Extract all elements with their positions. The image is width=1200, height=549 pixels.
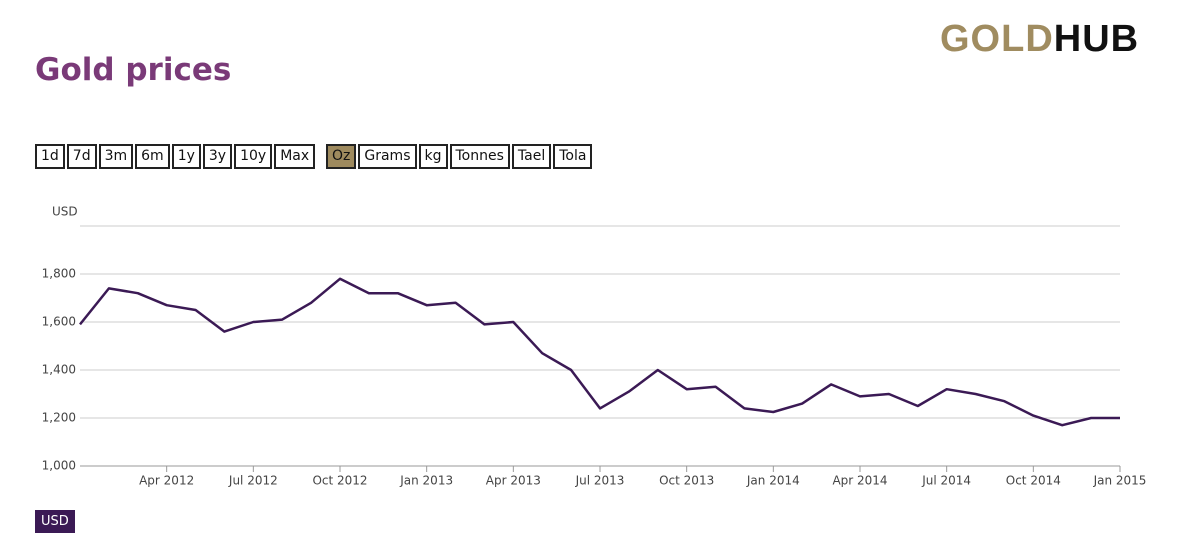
toggle-button[interactable]: 10y bbox=[234, 144, 273, 169]
x-tick-label: Oct 2012 bbox=[312, 474, 367, 488]
page-title: Gold prices bbox=[35, 52, 232, 88]
x-tick-label: Apr 2012 bbox=[139, 474, 194, 488]
x-tick-label: Apr 2013 bbox=[486, 474, 541, 488]
x-tick-label: Jan 2014 bbox=[746, 474, 800, 488]
toggle-button[interactable]: 1d bbox=[35, 144, 65, 169]
currency-badge[interactable]: USD bbox=[35, 510, 75, 533]
y-axis-label: USD bbox=[52, 205, 78, 219]
toggle-button[interactable]: 3y bbox=[202, 144, 233, 169]
x-tick-label: Jul 2012 bbox=[228, 474, 278, 488]
x-tick-label: Jul 2014 bbox=[921, 474, 971, 488]
y-tick-label: 1,800 bbox=[42, 267, 76, 281]
toggle-button[interactable]: kg bbox=[418, 144, 448, 169]
y-tick-label: 1,400 bbox=[42, 363, 76, 377]
unit-buttons: Oz Grams kg Tonnes Tael Tola bbox=[326, 144, 593, 169]
toggle-button[interactable]: Grams bbox=[358, 144, 417, 169]
logo-hub: HUB bbox=[1053, 18, 1140, 60]
toggle-button[interactable]: 3m bbox=[98, 144, 134, 169]
toggle-button[interactable]: Tola bbox=[553, 144, 593, 169]
x-tick-label: Jan 2015 bbox=[1093, 474, 1147, 488]
x-tick-label: Oct 2014 bbox=[1006, 474, 1061, 488]
toggle-button[interactable]: Max bbox=[274, 144, 316, 169]
toggle-button[interactable]: 6m bbox=[135, 144, 170, 169]
toggle-button[interactable]: Oz bbox=[326, 144, 357, 169]
y-tick-label: 1,600 bbox=[42, 315, 76, 329]
toggle-button[interactable]: Tonnes bbox=[449, 144, 510, 169]
logo: GOLDHUB bbox=[940, 18, 1139, 61]
chart: USD 1,000 1,200 1,400 1,600 1,800 Apr 2012 Jul … bbox=[42, 205, 1147, 488]
x-tick-label: Jul 2013 bbox=[575, 474, 625, 488]
x-tick-label: Oct 2013 bbox=[659, 474, 714, 488]
toggle-button[interactable]: 7d bbox=[66, 144, 97, 169]
y-tick-label: 1,200 bbox=[42, 411, 76, 425]
toggle-button[interactable]: 1y bbox=[171, 144, 201, 169]
x-tick-label: Jan 2013 bbox=[399, 474, 453, 488]
y-tick-label: 1,000 bbox=[42, 459, 76, 473]
price-line bbox=[79, 277, 1120, 427]
toggle-button[interactable]: Tael bbox=[511, 144, 552, 169]
x-tick-label: Apr 2014 bbox=[832, 474, 887, 488]
logo-gold: GOLD bbox=[940, 18, 1054, 60]
range-buttons: 1d 7d 3m 6m 1y 3y 10y Max bbox=[35, 144, 316, 169]
